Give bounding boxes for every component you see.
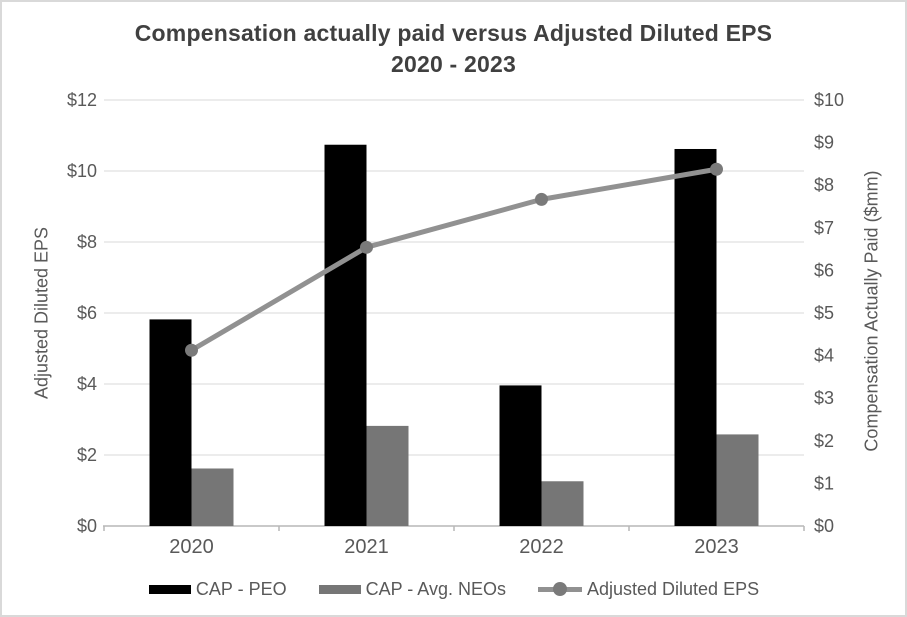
x-axis-label-2022: 2022 [519, 536, 564, 558]
right-axis-tick-4: $4 [814, 346, 834, 366]
left-axis-tick-0: $0 [77, 516, 97, 536]
right-axis-tick-2: $2 [814, 431, 834, 451]
bar-cap-avg-neos-2021 [366, 425, 409, 526]
legend-label-cap-peo: CAP - PEO [195, 578, 287, 599]
left-axis-tick-8: $8 [77, 232, 97, 252]
chart-title: Compensation actually paid versus Adjust… [2, 18, 905, 80]
left-axis-tick-12: $12 [67, 90, 97, 110]
left-axis-tick-4: $4 [77, 374, 97, 394]
marker-adjusted-diluted-eps-2023 [710, 162, 723, 176]
x-axis-label-2021: 2021 [344, 536, 389, 558]
right-axis-tick-1: $1 [814, 473, 834, 493]
left-axis-tick-10: $10 [67, 161, 97, 181]
right-axis-title: Compensation Actually Paid ($mm) [861, 170, 882, 452]
legend-label-cap-neos: CAP - Avg. NEOs [365, 578, 506, 599]
bar-cap-avg-neos-2022 [541, 481, 584, 526]
bar-cap-avg-neos-2023 [716, 434, 759, 526]
right-axis-tick-8: $8 [814, 175, 834, 195]
legend-item-cap-peo: CAP - PEO [148, 578, 287, 600]
left-axis-tick-6: $6 [77, 303, 97, 323]
legend-label-eps: Adjusted Diluted EPS [586, 578, 760, 599]
x-axis-label-2023: 2023 [694, 536, 739, 558]
bar-cap-peo-2021 [324, 144, 367, 527]
x-axis-label-2020: 2020 [169, 536, 214, 558]
right-axis-tick-7: $7 [814, 218, 834, 238]
right-axis-tick-0: $0 [814, 516, 834, 536]
line-adjusted-diluted-eps [189, 166, 719, 353]
right-axis-tick-3: $3 [814, 388, 834, 408]
cap-neos-swatch [318, 584, 361, 594]
eps-marker-swatch [552, 582, 567, 596]
bar-cap-avg-neos-2020 [191, 468, 234, 526]
legend-item-cap-neos: CAP - Avg. NEOs [318, 578, 506, 600]
left-axis-title: Adjusted Diluted EPS [31, 226, 52, 400]
chart-title-line2: 2020 - 2023 [391, 51, 516, 77]
cap-peo-swatch [148, 584, 191, 594]
marker-adjusted-diluted-eps-2022 [535, 192, 548, 206]
marker-adjusted-diluted-eps-2021 [360, 240, 373, 254]
marker-adjusted-diluted-eps-2020 [185, 343, 198, 357]
right-axis-tick-6: $6 [814, 260, 834, 280]
bar-cap-peo-2020 [149, 319, 192, 526]
right-axis-tick-9: $9 [814, 133, 834, 153]
right-axis-tick-10: $10 [814, 90, 844, 110]
left-axis-tick-2: $2 [77, 445, 97, 465]
legend: CAP - PEO CAP - Avg. NEOs Adjusted Dilut… [104, 576, 804, 602]
right-axis-tick-5: $5 [814, 303, 834, 323]
bar-cap-peo-2022 [499, 385, 542, 526]
chart-title-line1: Compensation actually paid versus Adjust… [134, 20, 773, 46]
eps-line-swatch [537, 582, 582, 596]
bar-cap-peo-2023 [674, 148, 717, 527]
legend-item-eps: Adjusted Diluted EPS [537, 578, 760, 600]
